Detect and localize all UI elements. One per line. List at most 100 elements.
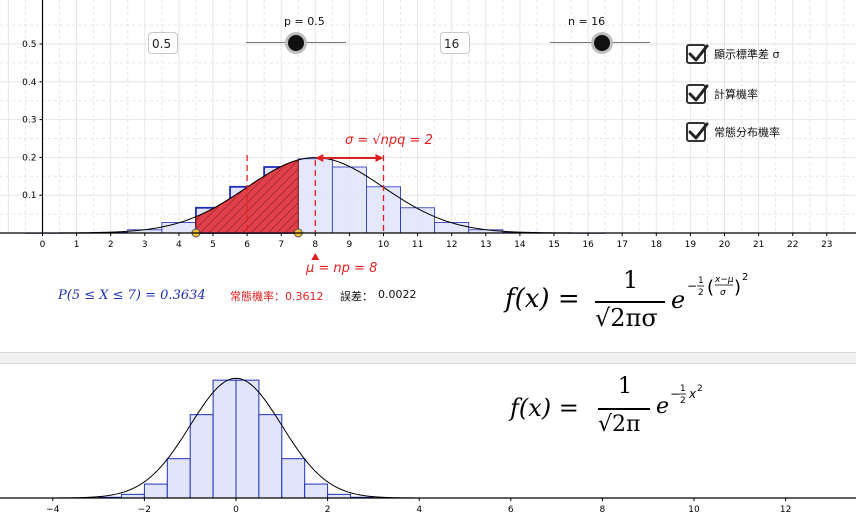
svg-text:2: 2 [698,288,704,298]
x-tick-label: 13 [480,240,491,250]
x-tick-label: 20 [719,240,731,250]
y-tick-label: 0.1 [22,191,36,201]
standard-bars [99,380,374,498]
binomial-bar [401,208,435,233]
p-input-box[interactable]: 0.5 [148,32,178,54]
svg-text:x: x [688,387,697,401]
checkbox-normal-prob-box[interactable] [686,122,706,142]
grid-lines [0,0,856,233]
x-tick-label: 14 [514,240,526,250]
standard-bar [282,459,305,498]
y-tick-label: 0.2 [22,153,36,163]
checkbox-show-sigma-label: 顯示標準差 σ [714,46,779,62]
p-slider-label: p = 0.5 [284,15,325,28]
n-input-box[interactable]: 16 [440,32,470,54]
n-slider-knob[interactable] [594,35,610,51]
svg-text:2: 2 [680,396,686,406]
x-tick-label: −4 [46,505,60,515]
panel-divider[interactable] [0,352,856,364]
formula-exponent: − 1 2 ( x−μ σ ) 2 [687,266,787,308]
x-tick-label: 6 [244,240,250,250]
binomial-bar [162,222,196,233]
standard-bar [167,459,190,498]
x-tick-label: 2 [325,505,331,515]
svg-text:): ) [734,277,741,298]
x-tick-label: 18 [651,240,663,250]
n-slider-label: n = 16 [568,15,605,28]
binomial-bar [332,167,366,233]
x-tick-label: 0 [233,505,239,515]
checkbox-calc-prob[interactable]: 計算機率 [686,84,758,104]
sigma-annotation: σ = √npq = 2 [345,133,433,148]
x-tick-label: 6 [508,505,514,515]
svg-text:x−μ: x−μ [714,275,734,285]
x-tick-label: 12 [446,240,457,250]
standard-bar [144,484,167,498]
p-slider-knob[interactable] [288,35,304,51]
formula-std-exp-base: e [656,394,669,419]
x-tick-label: 1 [74,240,80,250]
check-icon [687,82,709,104]
y-tick-label: 0.5 [22,40,36,50]
checkbox-calc-prob-label: 計算機率 [714,86,758,102]
checkbox-calc-prob-box[interactable] [686,84,706,104]
checkbox-show-sigma[interactable]: 顯示標準差 σ [686,44,779,64]
standard-bar [236,380,259,498]
binomial-probability-text: P(5 ≤ X ≤ 7) = 0.3634 [58,288,206,303]
mu-annotation: μ = np = 8 [305,261,377,276]
svg-text:1: 1 [698,276,704,286]
x-tick-label: 9 [347,240,353,250]
x-tick-label: 4 [176,240,182,250]
normal-probability-text: 常態機率：0.3612 [230,288,324,304]
y-tick-label: 0.3 [22,116,36,126]
checkbox-normal-prob[interactable]: 常態分布機率 [686,122,780,142]
x-tick-label: 16 [582,240,594,250]
svg-text:σ: σ [720,288,726,298]
standard-bar [259,415,282,498]
binomial-bar [435,222,469,233]
x-tick-label: 21 [753,240,764,250]
svg-text:−: − [687,279,697,293]
x-tick-label: 19 [685,240,697,250]
n-slider[interactable] [550,31,650,55]
x-tick-label: 22 [787,240,798,250]
x-tick-label: 10 [378,240,390,250]
standard-normal-formula: f(x) = 1 √2π e − 1 2 x 2 [510,372,770,452]
x-tick-label: −2 [138,505,151,515]
standard-bar [190,415,213,498]
x-tick-label: 0 [40,240,46,250]
x-tick-label: 15 [548,240,559,250]
x-tick-label: 10 [688,505,700,515]
formula-std-denominator: √2π [598,412,640,437]
error-value: 0.0022 [378,288,417,301]
formula-denominator: √2πσ [595,304,658,332]
x-tick-label: 5 [210,240,216,250]
checkbox-show-sigma-box[interactable] [686,44,706,64]
check-icon [687,120,709,142]
x-tick-label: 4 [416,505,422,515]
svg-text:−: − [670,387,680,401]
x-tick-label: 7 [278,240,284,250]
svg-text:2: 2 [697,384,703,394]
x-tick-label: 23 [821,240,832,250]
formula-std-exponent: − 1 2 x 2 [670,378,730,414]
sigma-arrow-right-head [376,154,384,162]
svg-text:1: 1 [680,384,686,394]
error-label: 誤差： [340,288,373,304]
standard-bar [305,484,328,498]
fraction-bar [595,301,665,303]
p-slider[interactable] [246,31,346,55]
formula-std-numerator: 1 [618,374,632,399]
x-tick-label: 12 [780,505,791,515]
x-tick-label: 2 [108,240,114,250]
normal-pdf-formula: f(x) = 1 √2πσ e − 1 2 ( x−μ σ ) 2 [505,266,805,346]
y-tick-label: 0.4 [22,78,37,88]
formula-std-lhs: f(x) = [510,394,579,422]
checkbox-normal-prob-label: 常態分布機率 [714,124,780,140]
svg-text:2: 2 [742,272,748,283]
fraction-bar [598,408,650,410]
svg-text:(: ( [707,277,714,298]
standard-bar [213,380,236,498]
